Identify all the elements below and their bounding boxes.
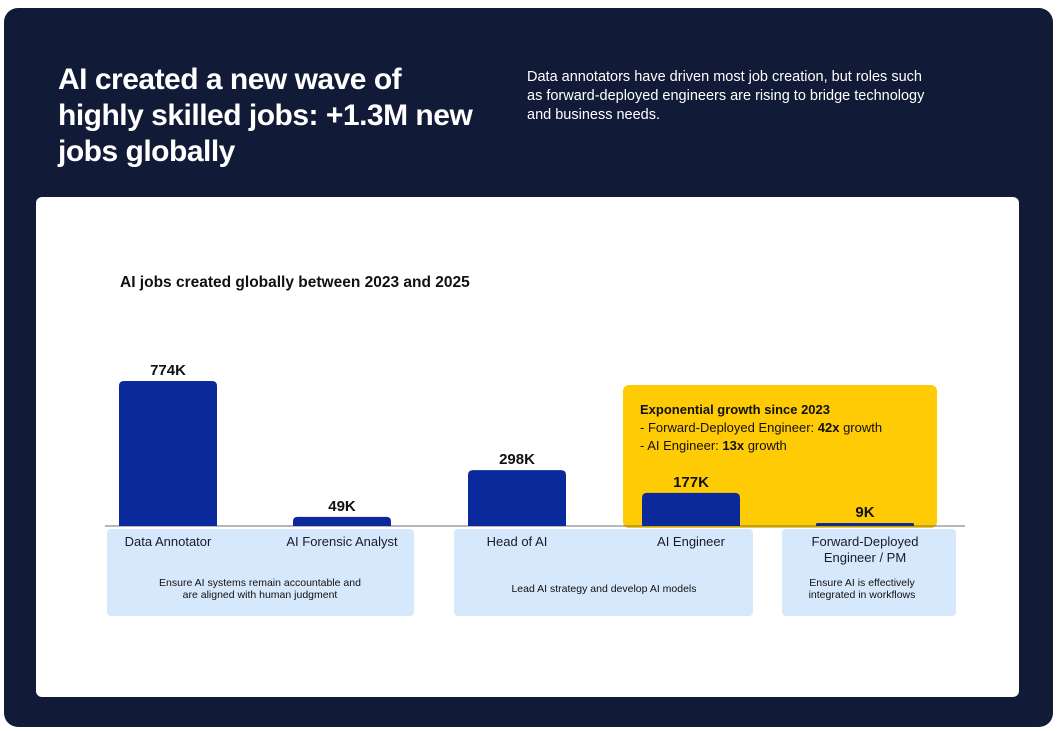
growth-highlight-text: Exponential growth since 2023 - Forward-… xyxy=(640,401,930,455)
value-label-head-of-ai: 298K xyxy=(499,451,535,468)
value-label-ai-forensic-analyst: 49K xyxy=(328,498,356,515)
growth-line-ai-engineer-suffix: growth xyxy=(744,438,787,453)
growth-line-ai-engineer-prefix: - AI Engineer: xyxy=(640,438,723,453)
growth-line-fde-suffix: growth xyxy=(839,420,883,435)
group-box-accountability xyxy=(107,529,414,616)
growth-line-fde-value: 42x xyxy=(817,420,840,435)
group-box-integration xyxy=(782,529,956,616)
category-label-forward-deployed-engineer-pm: Forward-Deployed xyxy=(812,534,919,549)
chart-title: AI jobs created globally between 2023 an… xyxy=(120,274,470,291)
growth-highlight-title: Exponential growth since 2023 xyxy=(640,402,830,417)
group-box-strategy xyxy=(454,529,753,616)
category-label-data-annotator: Data Annotator xyxy=(125,534,212,549)
bar-forward-deployed-engineer-pm xyxy=(816,523,914,526)
value-label-ai-engineer: 177K xyxy=(673,474,709,491)
category-label-ai-forensic-analyst: AI Forensic Analyst xyxy=(286,534,398,549)
bar-head-of-ai xyxy=(468,470,566,526)
headline: AI created a new wave of highly skilled … xyxy=(58,63,473,168)
group-desc-integration: Ensure AI is effectively integrated in w… xyxy=(808,577,916,601)
category-label-forward-deployed-engineer-pm: Engineer / PM xyxy=(824,550,906,565)
category-label-ai-engineer: AI Engineer xyxy=(657,534,726,549)
growth-line-ai-engineer: - AI Engineer: 13x growth xyxy=(640,437,930,455)
category-label-head-of-ai: Head of AI xyxy=(487,534,548,549)
bar-ai-engineer xyxy=(642,492,740,526)
bar-data-annotator xyxy=(119,381,217,526)
group-desc-accountability: Ensure AI systems remain accountable and… xyxy=(159,577,361,601)
growth-line-fde-prefix: - Forward-Deployed Engineer: xyxy=(640,420,818,435)
growth-line-fde: - Forward-Deployed Engineer: 42x growth xyxy=(640,419,930,437)
group-desc-strategy: Lead AI strategy and develop AI models xyxy=(511,583,697,595)
growth-line-ai-engineer-value: 13x xyxy=(722,438,745,453)
value-label-data-annotator: 774K xyxy=(150,362,186,379)
value-label-forward-deployed-engineer-pm: 9K xyxy=(855,504,874,521)
subtitle: Data annotators have driven most job cre… xyxy=(527,69,925,123)
bar-ai-forensic-analyst xyxy=(293,516,391,526)
